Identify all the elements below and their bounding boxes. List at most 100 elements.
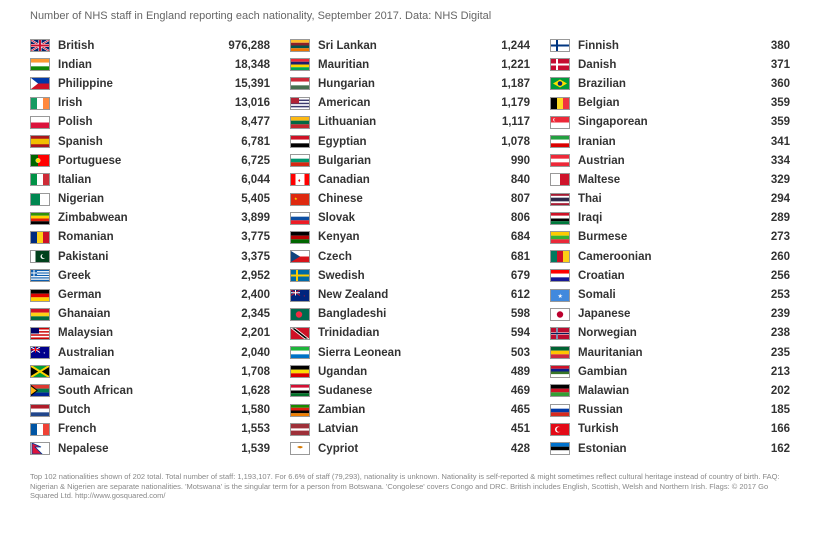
nationality-count: 2,040 [210,347,270,359]
nationality-name: Ghanaian [58,308,210,320]
nationality-row: Finnish380 [550,36,790,55]
nationality-name: Egyptian [318,136,470,148]
nationality-row: Maltese329 [550,170,790,189]
nationality-name: French [58,423,210,435]
nationality-row: Brazilian360 [550,74,790,93]
flag-icon [30,269,50,282]
nationality-count: 359 [730,116,790,128]
nationality-count: 15,391 [210,78,270,90]
nationality-count: 2,345 [210,308,270,320]
nationality-row: Philippine15,391 [30,74,270,93]
nationality-row: Egyptian1,078 [290,132,530,151]
nationality-row: Spanish6,781 [30,132,270,151]
nationality-row: Sudanese469 [290,381,530,400]
nationality-count: 289 [730,212,790,224]
flag-icon [30,289,50,302]
nationality-row: Malawian202 [550,381,790,400]
nationality-row: Polish8,477 [30,113,270,132]
nationality-name: Finnish [578,40,730,52]
nationality-count: 213 [730,366,790,378]
flag-icon [550,346,570,359]
nationality-count: 1,244 [470,40,530,52]
flag-icon [550,250,570,263]
nationality-count: 273 [730,231,790,243]
nationality-count: 598 [470,308,530,320]
nationality-name: South African [58,385,210,397]
flag-icon [290,404,310,417]
nationality-row: Trinidadian594 [290,324,530,343]
nationality-count: 465 [470,404,530,416]
flag-icon [290,384,310,397]
nationality-name: Spanish [58,136,210,148]
nationality-row: Sierra Leonean503 [290,343,530,362]
flag-icon [290,154,310,167]
nationality-name: Ugandan [318,366,470,378]
nationality-name: Jamaican [58,366,210,378]
nationality-name: Sri Lankan [318,40,470,52]
nationality-row: Nigerian5,405 [30,190,270,209]
nationality-name: Sudanese [318,385,470,397]
flag-icon [290,39,310,52]
nationality-count: 380 [730,40,790,52]
nationality-name: Belgian [578,97,730,109]
nationality-count: 359 [730,97,790,109]
flag-icon [550,39,570,52]
flag-icon [290,346,310,359]
flag-icon [550,173,570,186]
nationality-row: Cameroonian260 [550,247,790,266]
flag-icon [290,250,310,263]
nationality-count: 5,405 [210,193,270,205]
nationality-count: 2,400 [210,289,270,301]
flag-icon [550,135,570,148]
nationality-name: Zimbabwean [58,212,210,224]
nationality-name: Trinidadian [318,327,470,339]
nationality-count: 238 [730,327,790,339]
nationality-count: 6,781 [210,136,270,148]
nationality-row: ✦New Zealand612 [290,285,530,304]
nationality-name: Danish [578,59,730,71]
nationality-name: Australian [58,347,210,359]
nationality-name: Mauritian [318,59,470,71]
nationality-name: Turkish [578,423,730,435]
nationality-row: Irish13,016 [30,94,270,113]
nationality-name: Thai [578,193,730,205]
nationality-row: Iraqi289 [550,209,790,228]
flag-icon [30,212,50,225]
flag-icon [290,116,310,129]
nationality-row: Lithuanian1,117 [290,113,530,132]
nationality-count: 469 [470,385,530,397]
nationality-name: American [318,97,470,109]
nationality-count: 6,044 [210,174,270,186]
nationality-count: 976,288 [210,40,270,52]
nationality-name: Romanian [58,231,210,243]
nationality-row: French1,553 [30,420,270,439]
nationality-count: 684 [470,231,530,243]
nationality-name: Cypriot [318,443,470,455]
nationality-row: Belgian359 [550,94,790,113]
nationality-count: 990 [470,155,530,167]
flag-icon [30,231,50,244]
nationality-name: Maltese [578,174,730,186]
nationality-row: ★Chinese807 [290,190,530,209]
flag-icon [550,58,570,71]
nationality-count: 260 [730,251,790,263]
nationality-count: 681 [470,251,530,263]
flag-icon [550,442,570,455]
flag-icon [550,423,570,436]
nationality-row: Zambian465 [290,401,530,420]
nationality-name: Latvian [318,423,470,435]
nationality-row: Singaporean359 [550,113,790,132]
nationality-count: 806 [470,212,530,224]
nationality-count: 239 [730,308,790,320]
nationality-name: Polish [58,116,210,128]
nationality-count: 1,580 [210,404,270,416]
flag-icon [290,423,310,436]
nationality-row: Nepalese1,539 [30,439,270,458]
nationality-columns: British976,288Indian18,348Philippine15,3… [30,36,790,458]
svg-text:★: ★ [558,293,563,300]
nationality-row: Greek2,952 [30,266,270,285]
nationality-row: Ghanaian2,345 [30,305,270,324]
nationality-count: 1,078 [470,136,530,148]
nationality-name: Bangladeshi [318,308,470,320]
nationality-name: Hungarian [318,78,470,90]
